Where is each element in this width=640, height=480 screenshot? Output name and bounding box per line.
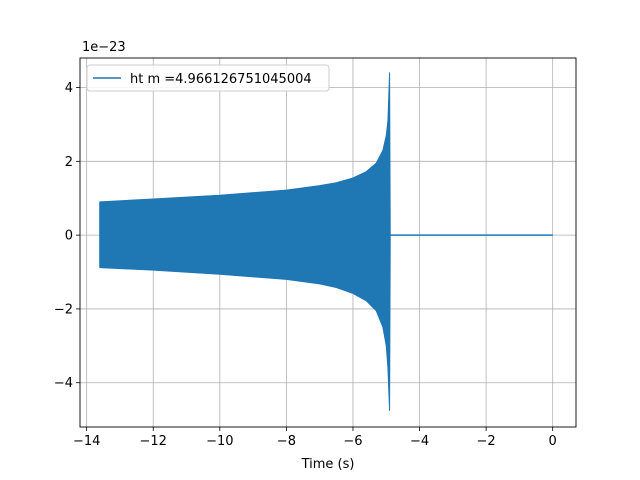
x-tick-label: −12 [140,434,167,449]
x-tick-label: −4 [410,434,429,449]
y-offset-label: 1e−23 [82,40,126,55]
legend: ht m =4.966126751045004 [86,64,330,92]
x-tick-label: 0 [549,434,557,449]
y-tick-label: 0 [65,229,73,244]
y-tick-label: 4 [65,81,73,96]
y-tick-label: −2 [54,302,73,317]
axes-frame [79,57,577,428]
y-tick-label: 2 [65,155,73,170]
x-tick-label: −8 [277,434,296,449]
x-tick-label: −10 [206,434,233,449]
x-tick-label: −2 [477,434,496,449]
x-axis-label: Time (s) [301,457,355,472]
y-tick-label: −4 [54,376,73,391]
x-tick-label: −14 [73,434,100,449]
legend-entry-label: ht m =4.966126751045004 [130,72,312,87]
plot-area [99,72,553,411]
x-tick-label: −6 [343,434,362,449]
ticks: −14 −12 −10 −8 −6 −4 −2 0 −4 −2 0 2 4 [54,81,557,449]
series-waveform-band [99,72,391,411]
legend-box [86,64,330,92]
